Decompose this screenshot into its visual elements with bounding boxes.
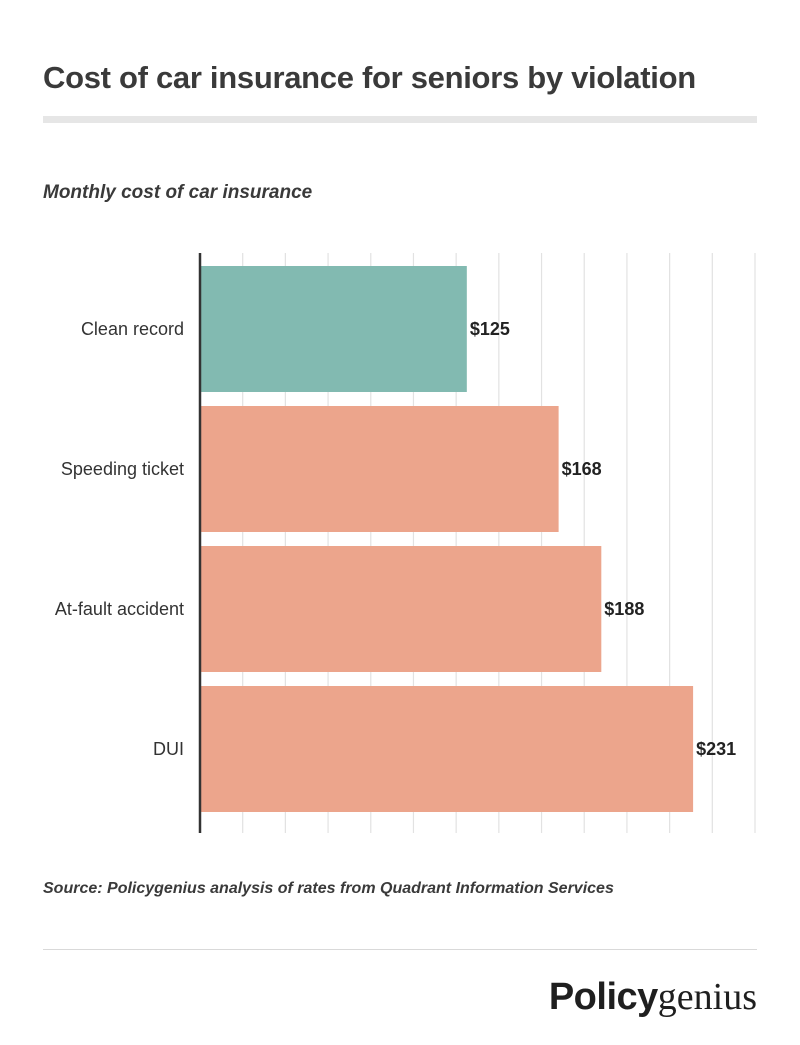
value-label: $188 — [604, 599, 644, 619]
value-labels: $125 $168 $188 $231 — [470, 319, 736, 759]
logo-light-text: genius — [657, 976, 757, 1018]
bar-clean-record — [200, 266, 467, 392]
source-note: Source: Policygenius analysis of rates f… — [43, 880, 614, 897]
category-labels: Clean record Speeding ticket At-fault acci… — [55, 319, 184, 759]
category-label: DUI — [153, 739, 184, 759]
bar-speeding-ticket — [200, 406, 559, 532]
value-label: $168 — [562, 459, 602, 479]
chart-subtitle: Monthly cost of car insurance — [43, 182, 313, 203]
bar-at-fault-accident — [200, 546, 602, 672]
category-label: Speeding ticket — [61, 459, 184, 479]
bars — [200, 266, 694, 812]
chart-title: Cost of car insurance for seniors by vio… — [43, 60, 696, 95]
bar-dui — [200, 686, 694, 812]
category-label: At-fault accident — [55, 599, 184, 619]
value-label: $231 — [696, 739, 736, 759]
title-divider — [43, 116, 757, 123]
footer-divider — [43, 949, 757, 950]
logo-bold-text: Policy — [548, 976, 658, 1018]
policygenius-logo: Policygenius — [549, 975, 757, 1019]
value-label: $125 — [470, 319, 510, 339]
category-label: Clean record — [81, 319, 184, 339]
